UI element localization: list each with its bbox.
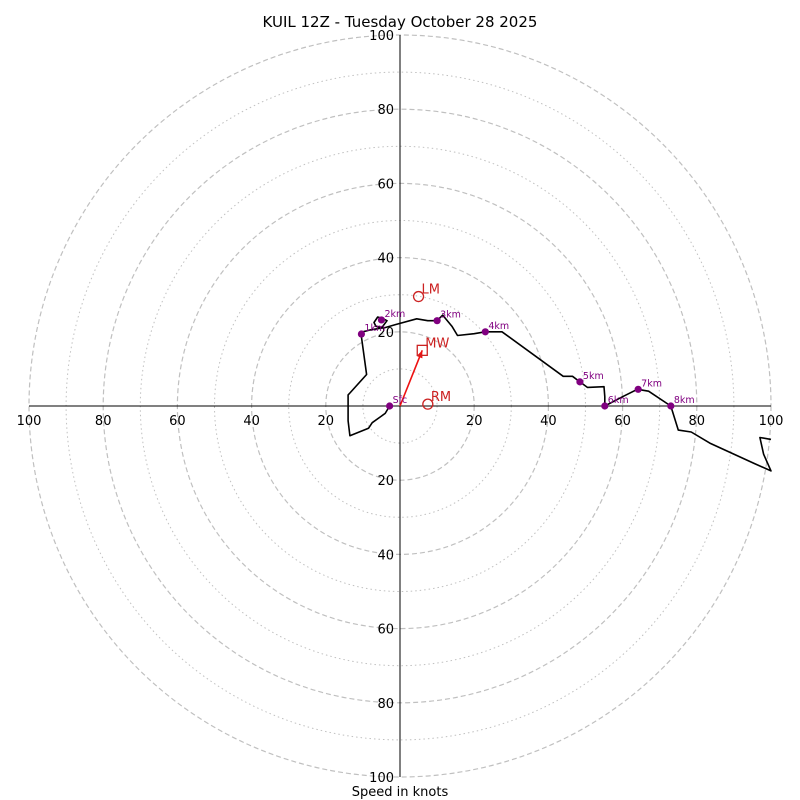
height-marker-8km-label: 8km <box>674 395 695 406</box>
height-markers: Sfc 1km 2km 3km 4km 5km 6km 7km 8km <box>357 309 695 410</box>
height-marker-6km-label: 6km <box>608 395 629 406</box>
x-tick-label: 20 <box>466 414 483 429</box>
shear-vector-line <box>399 350 424 407</box>
x-tick-label: 80 <box>689 414 706 429</box>
shear-vector-arrowhead <box>416 350 423 359</box>
storm-motion-lm-label: LM <box>422 283 440 298</box>
height-marker-5km-label: 5km <box>583 371 604 382</box>
height-marker-8km <box>667 402 675 410</box>
storm-motion-markers: LM MW RM <box>412 283 451 410</box>
tick-labels: 100 80 60 40 20 20 40 60 80 100 100 80 60 40 20 20 40 60 8… <box>17 29 784 786</box>
x-tick-label: 60 <box>614 414 631 429</box>
height-marker-4km <box>481 328 489 336</box>
storm-motion-lm-marker <box>412 290 425 303</box>
height-marker-7km <box>634 385 642 393</box>
y-tick-label: 40 <box>377 252 394 267</box>
height-marker-6km <box>601 402 609 410</box>
y-tick-label: 20 <box>377 326 394 341</box>
height-marker-7km-label: 7km <box>641 378 662 389</box>
height-marker-sfc-label: Sfc <box>393 395 408 406</box>
y-tick-label: 60 <box>377 177 394 192</box>
height-marker-1km <box>357 330 366 338</box>
x-tick-label: 80 <box>95 414 112 429</box>
height-marker-sfc <box>386 402 394 410</box>
height-marker-5km <box>576 378 584 386</box>
y-tick-label: 40 <box>377 548 394 563</box>
y-tick-label: 80 <box>377 103 394 118</box>
y-tick-label: 100 <box>369 29 394 44</box>
y-tick-label: 100 <box>369 771 394 786</box>
height-marker-3km <box>433 317 441 325</box>
height-marker-4km-label: 4km <box>488 321 509 332</box>
wind-trace <box>347 314 772 472</box>
height-marker-2km-label: 2km <box>384 309 405 320</box>
y-tick-label: 20 <box>377 474 394 489</box>
x-tick-label: 100 <box>17 414 42 429</box>
chart-title: KUIL 12Z - Tuesday October 28 2025 <box>263 13 538 31</box>
x-tick-label: 60 <box>169 414 186 429</box>
x-tick-label: 40 <box>243 414 260 429</box>
x-tick-label: 20 <box>318 414 335 429</box>
x-tick-label: 100 <box>759 414 784 429</box>
height-marker-2km <box>377 316 386 324</box>
x-axis-label: Speed in knots <box>352 785 449 800</box>
y-tick-label: 80 <box>377 697 394 712</box>
height-marker-1km-label: 1km <box>364 323 385 334</box>
shear-vector-group <box>399 350 424 407</box>
storm-motion-rm-marker <box>422 398 434 410</box>
y-tick-label: 60 <box>377 623 394 638</box>
storm-motion-rm-label: RM <box>431 390 451 405</box>
storm-motion-mw-marker <box>416 344 428 357</box>
wind-trace-line <box>347 314 772 472</box>
height-marker-3km-label: 3km <box>440 310 461 321</box>
storm-motion-mw-label: MW <box>425 336 449 351</box>
x-tick-label: 40 <box>540 414 557 429</box>
